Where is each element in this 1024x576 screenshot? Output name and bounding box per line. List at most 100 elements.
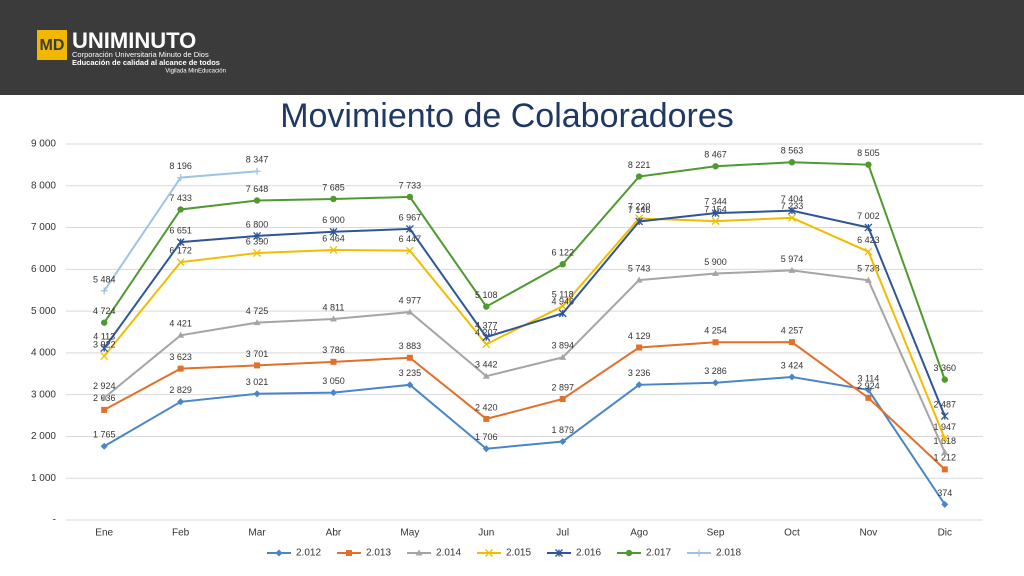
data-label: 4 421	[169, 319, 192, 329]
data-label: 1 947	[934, 422, 957, 432]
marker	[712, 163, 719, 170]
data-label: 7 685	[322, 182, 345, 192]
data-label: 8 196	[169, 161, 192, 171]
logo-name: UNIMINUTO	[72, 28, 196, 53]
y-tick-label: 9 000	[31, 139, 56, 150]
data-label: 6 172	[169, 246, 192, 256]
data-label: 6 800	[246, 219, 269, 229]
marker	[253, 167, 261, 175]
data-label: 3 286	[704, 366, 727, 376]
data-label: 5 900	[704, 257, 727, 267]
marker	[788, 373, 796, 381]
data-label: 3 894	[551, 341, 574, 351]
data-label: 4 257	[781, 326, 804, 336]
x-tick-label: Sep	[707, 528, 725, 539]
data-label: 7 344	[704, 197, 727, 207]
marker	[176, 238, 185, 247]
marker	[788, 339, 795, 346]
marker	[405, 246, 414, 255]
y-tick-label: 1 000	[31, 473, 56, 484]
marker	[940, 434, 949, 443]
marker	[635, 173, 643, 180]
y-tick-label: 3 000	[31, 389, 56, 400]
data-label: 8 563	[781, 146, 804, 156]
marker	[483, 415, 490, 422]
data-label: 2 487	[934, 399, 957, 409]
marker	[177, 398, 185, 406]
data-label: 7 233	[781, 201, 804, 211]
legend-marker	[625, 549, 633, 557]
marker	[406, 193, 414, 201]
marker	[712, 339, 719, 346]
data-label: 5 743	[628, 263, 651, 273]
marker	[559, 353, 567, 360]
data-label: 7 733	[399, 180, 422, 190]
data-label: 2 897	[551, 382, 574, 392]
marker	[712, 379, 720, 387]
marker	[177, 365, 184, 372]
data-label: 8 347	[246, 155, 269, 165]
marker	[941, 500, 949, 508]
marker	[559, 261, 566, 268]
marker	[100, 344, 109, 353]
y-tick-label: 7 000	[31, 222, 56, 233]
data-label: 2 829	[169, 385, 192, 395]
y-tick-label: 8 000	[31, 180, 56, 191]
data-label: 7 220	[628, 202, 651, 212]
legend-marker	[415, 549, 423, 556]
y-tick-label: -	[53, 515, 56, 526]
marker	[406, 308, 414, 315]
marker	[635, 217, 644, 226]
data-label: 3 360	[934, 363, 957, 373]
marker	[864, 386, 872, 394]
data-label: 7 002	[857, 211, 880, 221]
data-label: 1 212	[934, 453, 957, 463]
data-label: 5 108	[475, 290, 498, 300]
data-label: 3 021	[246, 377, 269, 387]
series-line	[103, 216, 946, 440]
data-label: 6 122	[551, 248, 574, 258]
series-line	[103, 209, 946, 417]
data-label: 7 648	[246, 184, 269, 194]
marker	[177, 174, 185, 182]
data-label: 6 390	[246, 236, 269, 246]
marker	[330, 358, 337, 365]
marker	[864, 276, 872, 283]
legend-label: 2.017	[646, 548, 671, 559]
legend-marker	[275, 549, 283, 557]
data-label: 1 618	[934, 436, 957, 446]
data-label: 3 050	[322, 376, 345, 386]
marker	[254, 362, 261, 369]
data-label: 3 883	[399, 341, 422, 351]
data-label: 4 207	[475, 328, 498, 338]
marker	[559, 437, 567, 445]
logo-initials: MD	[40, 37, 65, 54]
data-label: 4 811	[323, 302, 345, 312]
marker	[482, 372, 490, 379]
data-label: 3 114	[857, 373, 879, 383]
data-label: 7 154	[704, 204, 727, 214]
data-label: 5 974	[781, 254, 804, 264]
y-tick-label: 5 000	[31, 306, 56, 317]
legend-label: 2.014	[436, 548, 461, 559]
marker	[940, 412, 949, 421]
legend-label: 2.012	[296, 548, 321, 559]
data-label: 7 404	[781, 194, 804, 204]
data-label: 3 442	[475, 360, 498, 370]
marker	[100, 394, 108, 401]
marker	[711, 217, 720, 226]
legend-marker	[695, 549, 703, 557]
data-label: 5 484	[93, 274, 116, 284]
marker	[101, 319, 108, 326]
marker	[253, 390, 261, 398]
data-label: 374	[937, 488, 952, 498]
data-label: 4 129	[628, 331, 651, 341]
marker	[787, 213, 796, 222]
data-label: 1 765	[93, 430, 116, 440]
marker	[712, 270, 720, 277]
data-label: 2 420	[475, 402, 498, 412]
marker	[330, 195, 337, 203]
data-label: 5 738	[857, 264, 880, 274]
marker	[482, 340, 491, 349]
marker	[177, 331, 185, 338]
